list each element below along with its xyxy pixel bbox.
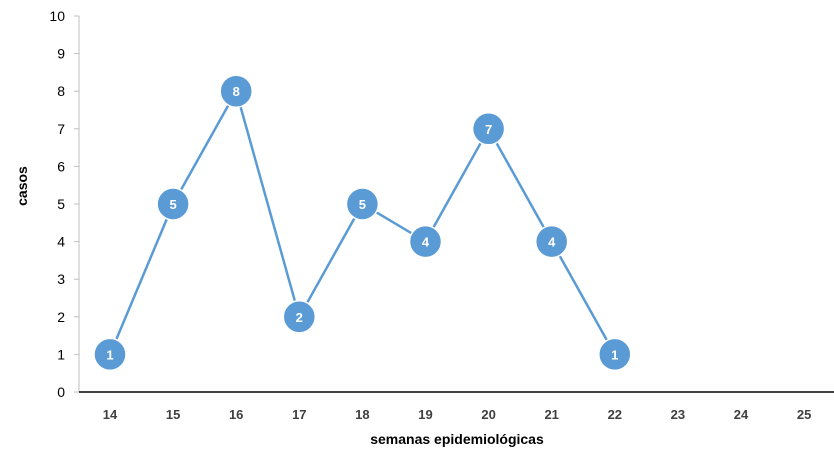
x-tick-label: 17 bbox=[292, 407, 306, 422]
x-axis-ticks: 14 15 16 17 18 19 20 21 22 23 24 25 bbox=[103, 407, 812, 422]
data-point-marker bbox=[598, 337, 632, 372]
data-point-label: 5 bbox=[359, 197, 366, 212]
y-tick-label: 5 bbox=[57, 196, 65, 212]
y-tick-label: 9 bbox=[57, 46, 65, 62]
x-tick-label: 25 bbox=[797, 407, 811, 422]
x-tick-label: 18 bbox=[355, 407, 369, 422]
x-tick-label: 15 bbox=[166, 407, 180, 422]
data-point-marker bbox=[93, 337, 127, 372]
y-tick-label: 7 bbox=[57, 121, 65, 137]
data-point-marker bbox=[219, 74, 253, 108]
y-tick-label: 6 bbox=[57, 158, 65, 174]
data-point-label: 1 bbox=[611, 347, 618, 362]
x-tick-label: 14 bbox=[103, 407, 118, 422]
data-point-label: 4 bbox=[548, 235, 556, 250]
data-point-label: 1 bbox=[106, 347, 113, 362]
y-axis-ticks: 0 1 2 3 4 5 6 7 8 9 10 bbox=[49, 8, 79, 400]
data-point-label: 4 bbox=[422, 235, 430, 250]
x-tick-label: 16 bbox=[229, 407, 243, 422]
x-tick-label: 23 bbox=[671, 407, 685, 422]
data-point-marker bbox=[471, 112, 506, 146]
y-tick-label: 2 bbox=[57, 309, 65, 325]
data-point-marker bbox=[408, 224, 443, 259]
data-point-label: 2 bbox=[296, 310, 303, 325]
data-point-label: 7 bbox=[485, 122, 492, 137]
y-axis-title: casos bbox=[14, 166, 30, 206]
y-tick-label: 0 bbox=[57, 384, 65, 400]
data-point-marker bbox=[156, 187, 190, 221]
data-point-label: 5 bbox=[169, 197, 176, 212]
x-axis-title: semanas epidemiológicas bbox=[370, 431, 544, 447]
y-tick-label: 10 bbox=[49, 8, 65, 24]
x-tick-label: 21 bbox=[544, 407, 558, 422]
y-tick-label: 3 bbox=[57, 271, 65, 287]
series-line bbox=[108, 89, 616, 356]
data-point-marker bbox=[345, 187, 380, 221]
x-tick-label: 19 bbox=[418, 407, 432, 422]
y-tick-label: 8 bbox=[57, 83, 65, 99]
x-tick-label: 24 bbox=[734, 407, 749, 422]
data-point-marker bbox=[282, 300, 317, 334]
data-point-label: 8 bbox=[233, 84, 240, 99]
x-tick-label: 22 bbox=[608, 407, 622, 422]
x-tick-label: 20 bbox=[481, 407, 495, 422]
data-point-marker bbox=[534, 224, 569, 259]
y-tick-label: 4 bbox=[57, 234, 65, 250]
series-layer: 1 5 8 2 5 4 7 4 1 bbox=[93, 74, 632, 372]
y-tick-label: 1 bbox=[57, 346, 65, 362]
